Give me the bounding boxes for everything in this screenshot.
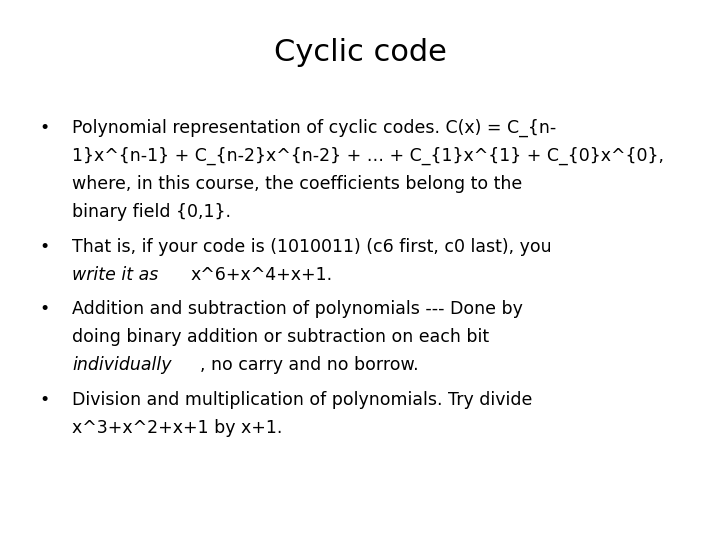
Text: individually: individually (72, 356, 171, 374)
Text: x^3+x^2+x+1 by x+1.: x^3+x^2+x+1 by x+1. (72, 419, 282, 437)
Text: Addition and subtraction of polynomials --- Done by: Addition and subtraction of polynomials … (72, 300, 523, 318)
Text: Polynomial representation of cyclic codes. C(x) = C_{n-: Polynomial representation of cyclic code… (72, 119, 557, 137)
Text: Division and multiplication of polynomials. Try divide: Division and multiplication of polynomia… (72, 391, 532, 409)
Text: write it as: write it as (72, 266, 163, 284)
Text: binary field {0,1}.: binary field {0,1}. (72, 203, 231, 221)
Text: 1}x^{n-1} + C_{n-2}x^{n-2} + … + C_{1}x^{1} + C_{0}x^{0},: 1}x^{n-1} + C_{n-2}x^{n-2} + … + C_{1}x^… (72, 147, 664, 165)
Text: •: • (40, 238, 50, 255)
Text: •: • (40, 391, 50, 409)
Text: Cyclic code: Cyclic code (274, 38, 446, 67)
Text: •: • (40, 300, 50, 318)
Text: where, in this course, the coefficients belong to the: where, in this course, the coefficients … (72, 175, 522, 193)
Text: doing binary addition or subtraction on each bit: doing binary addition or subtraction on … (72, 328, 489, 346)
Text: , no carry and no borrow.: , no carry and no borrow. (200, 356, 419, 374)
Text: That is, if your code is (1010011) (c6 first, c0 last), you: That is, if your code is (1010011) (c6 f… (72, 238, 552, 255)
Text: x^6+x^4+x+1.: x^6+x^4+x+1. (190, 266, 333, 284)
Text: •: • (40, 119, 50, 137)
